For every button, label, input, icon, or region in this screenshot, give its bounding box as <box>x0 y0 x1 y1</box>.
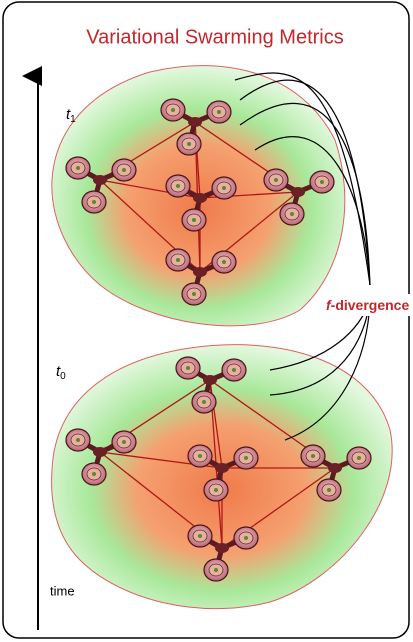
drone-motor <box>244 456 248 460</box>
drone-hub <box>215 463 229 473</box>
drone-motor <box>92 200 96 204</box>
drone-motor <box>92 472 96 476</box>
divergence-text: -divergence <box>331 297 410 313</box>
drone-motor <box>290 212 294 216</box>
title: Variational Swarming Metrics <box>86 26 344 48</box>
drone-motor <box>214 568 218 572</box>
divergence-label: f-divergence <box>326 297 409 313</box>
time-label: time <box>50 583 75 598</box>
drone-motor <box>357 456 361 460</box>
drone-motor <box>320 180 324 184</box>
drone-motor <box>198 534 202 538</box>
state-label: t0 <box>56 363 66 382</box>
drone-motor <box>327 488 331 492</box>
drone-hub <box>203 375 217 385</box>
state-subscript: 1 <box>70 114 76 125</box>
drone-hub <box>291 187 305 197</box>
drone-hub <box>188 117 202 127</box>
drone-motor <box>217 110 221 114</box>
drone-motor <box>198 454 202 458</box>
drone-motor <box>232 368 236 372</box>
drone-motor <box>122 168 126 172</box>
drone-motor <box>222 186 226 190</box>
drone-motor <box>187 142 191 146</box>
drone-hub <box>328 463 342 473</box>
drone-motor <box>76 438 80 442</box>
drone-hub <box>93 447 107 457</box>
drone-hub <box>193 193 207 203</box>
state-label: t1 <box>66 106 76 125</box>
drone-motor <box>186 366 190 370</box>
drone-motor <box>214 488 218 492</box>
drone-motor <box>76 166 80 170</box>
drone-motor <box>311 454 315 458</box>
drone-motor <box>274 178 278 182</box>
drone-motor <box>202 400 206 404</box>
drone-motor <box>122 440 126 444</box>
drone-motor <box>176 258 180 262</box>
drone-hub <box>93 175 107 185</box>
diagram: Variational Swarming Metrics time t1 t0 … <box>0 0 413 642</box>
drone-motor <box>222 260 226 264</box>
drone-hub <box>215 543 229 553</box>
drone-motor <box>244 536 248 540</box>
drone-hub <box>193 267 207 277</box>
drone-motor <box>176 184 180 188</box>
drone-motor <box>171 108 175 112</box>
state-subscript: 0 <box>60 371 66 382</box>
drone-motor <box>192 292 196 296</box>
drone-motor <box>192 218 196 222</box>
